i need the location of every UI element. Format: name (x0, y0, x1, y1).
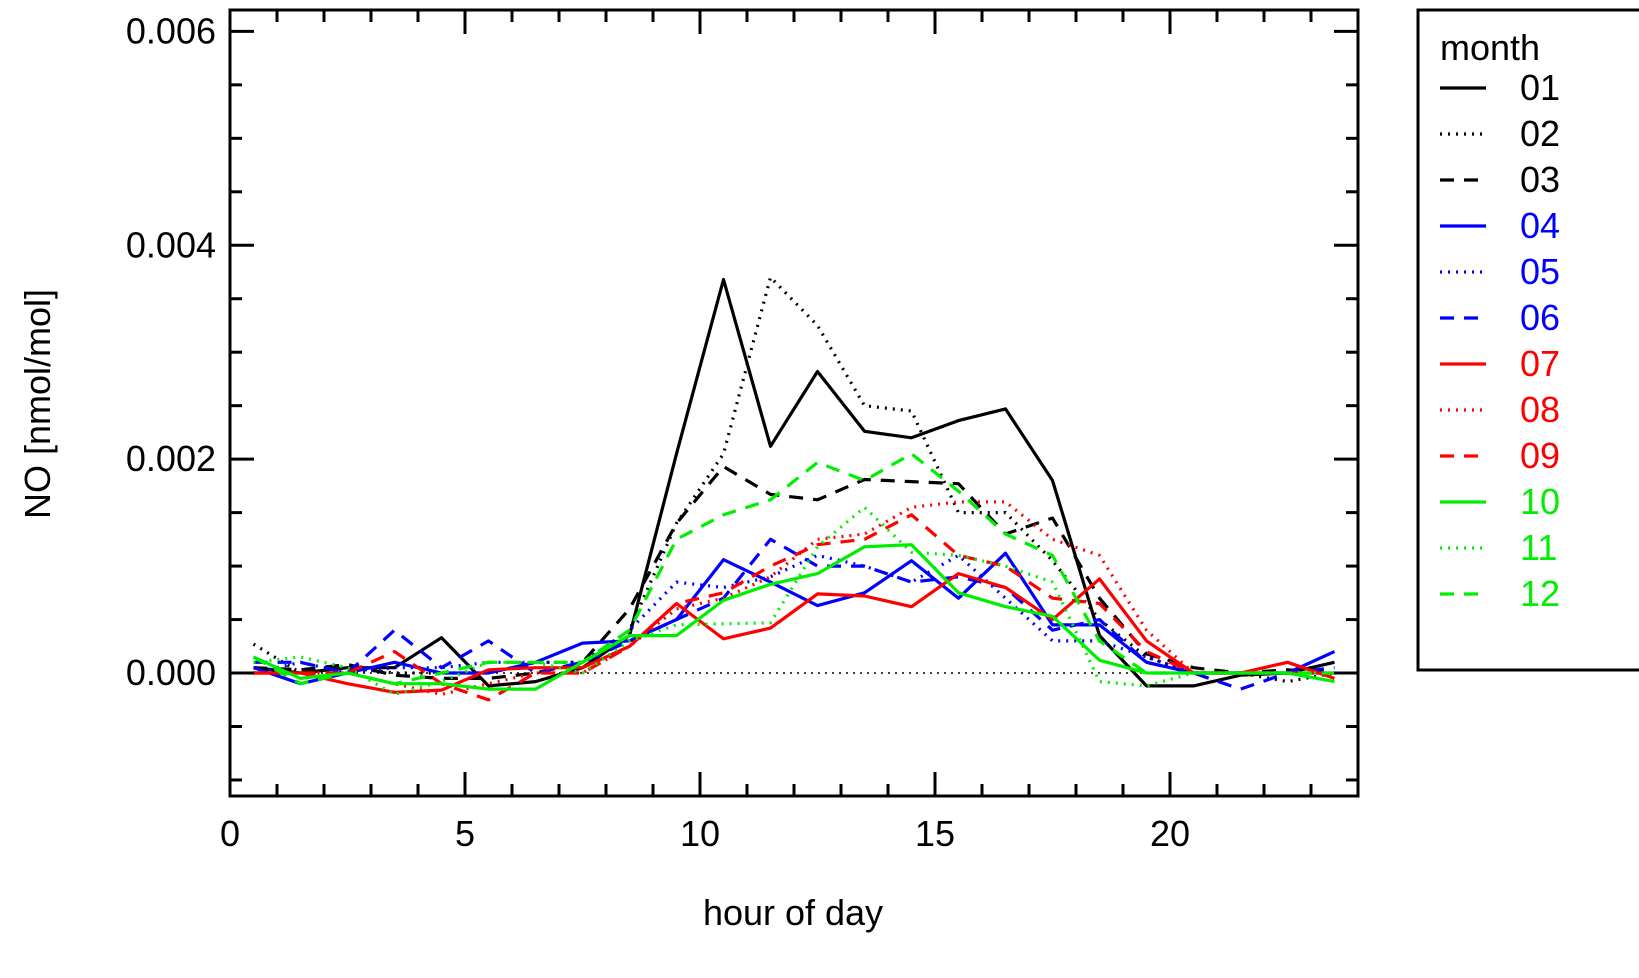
y-tick-label: 0.006 (126, 10, 216, 51)
legend-title: month (1440, 27, 1540, 68)
legend-label-10: 10 (1520, 481, 1560, 522)
legend-label-12: 12 (1520, 573, 1560, 614)
x-tick-label: 5 (455, 813, 475, 854)
x-tick-label: 0 (220, 813, 240, 854)
legend-label-04: 04 (1520, 205, 1560, 246)
series-line-06 (253, 537, 1335, 691)
y-axis-label: NO [nmol/mol] (17, 289, 58, 519)
legend-box (1416, 8, 1639, 672)
legend-label-06: 06 (1520, 297, 1560, 338)
legend-label-02: 02 (1520, 113, 1560, 154)
legend-label-11: 11 (1520, 527, 1557, 568)
y-tick-label: 0.000 (126, 652, 216, 693)
legend-label-07: 07 (1520, 343, 1560, 384)
legend-label-03: 03 (1520, 159, 1560, 200)
series-line-09 (253, 513, 1335, 702)
x-tick-label: 10 (680, 813, 720, 854)
x-axis-label: hour of day (703, 892, 883, 933)
plot-frame (228, 8, 1360, 798)
series-line-05 (253, 553, 1335, 675)
series-line-08 (253, 500, 1335, 697)
y-tick-label: 0.004 (126, 224, 216, 265)
series-line-01 (253, 277, 1335, 688)
legend-label-01: 01 (1520, 67, 1560, 108)
x-tick-label: 20 (1150, 813, 1190, 854)
x-tick-label: 15 (915, 813, 955, 854)
legend-label-05: 05 (1520, 251, 1560, 292)
series-line-03 (253, 465, 1335, 681)
legend-label-09: 09 (1520, 435, 1560, 476)
series-line-12 (252, 452, 1335, 686)
legend-label-08: 08 (1520, 389, 1560, 430)
y-tick-label: 0.002 (126, 438, 216, 479)
series-line-07 (253, 571, 1336, 694)
